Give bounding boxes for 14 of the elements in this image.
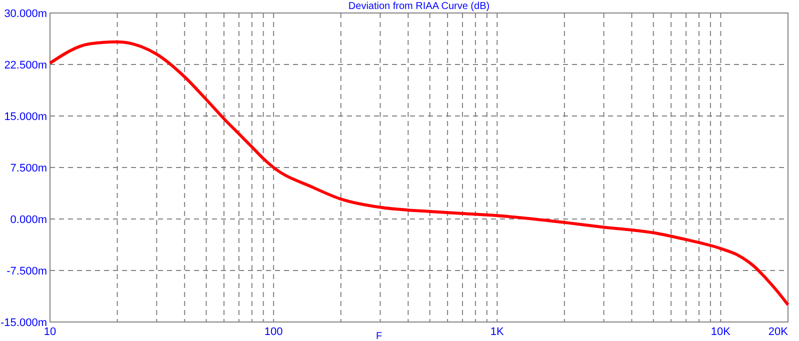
y-tick-label: -15.000m xyxy=(0,316,47,329)
y-tick-label: 15.000m xyxy=(4,110,47,123)
y-tick-label: 0.000m xyxy=(10,214,47,226)
x-tick-label: 20K xyxy=(768,326,789,338)
y-tick-label: 30.000m xyxy=(4,8,47,20)
y-tick-label: -7.500m xyxy=(6,265,47,278)
x-axis-title: F xyxy=(376,331,382,341)
x-tick-label: 10K xyxy=(710,326,732,338)
y-tick-label: 7.500m xyxy=(10,162,47,174)
chart-title: Deviation from RIAA Curve (dB) xyxy=(348,1,490,12)
y-tick-label: 22.500m xyxy=(4,59,47,72)
x-tick-label: 1K xyxy=(490,326,505,338)
x-tick-label: 100 xyxy=(264,326,283,338)
x-tick-label: 10 xyxy=(44,326,56,338)
